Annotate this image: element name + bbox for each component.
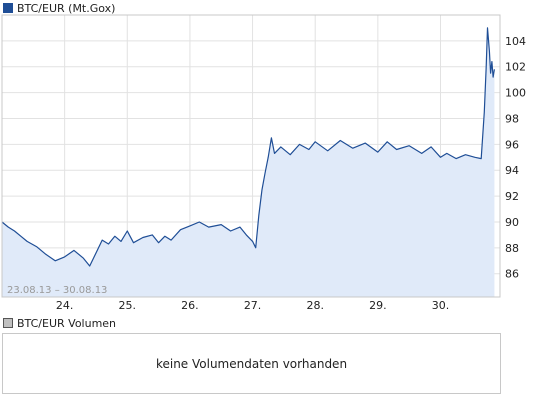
y-axis-ticks: 86 88 90 92 94 96 98 100 102 104 <box>505 35 526 281</box>
y-tick-label: 94 <box>505 164 519 177</box>
y-tick-label: 102 <box>505 61 526 74</box>
y-tick-label: 104 <box>505 35 526 48</box>
price-area <box>2 27 495 298</box>
x-tick-label: 29. <box>369 299 387 312</box>
x-tick-label: 27. <box>244 299 262 312</box>
date-range-annotation: 23.08.13 – 30.08.13 <box>7 285 107 296</box>
price-line <box>1 27 495 267</box>
x-axis-ticks: 24. 25. 26. 27. 28. 29. 30. <box>56 299 449 312</box>
volume-empty-message: keine Volumendaten vorhanden <box>155 356 348 371</box>
x-tick-label: 26. <box>181 299 199 312</box>
x-tick-label: 24. <box>56 299 74 312</box>
y-tick-label: 92 <box>505 190 519 203</box>
y-tick-label: 96 <box>505 138 519 151</box>
volume-legend-label: BTC/EUR Volumen <box>17 316 117 330</box>
price-chart: 24. 25. 26. 27. 28. 29. 30. 86 88 90 92 94 96 98 100 1… <box>1 14 526 312</box>
y-tick-label: 98 <box>505 112 519 125</box>
y-tick-label: 90 <box>505 216 519 229</box>
y-tick-label: 100 <box>505 87 526 100</box>
x-tick-label: 30. <box>432 299 450 312</box>
volume-panel: keine Volumendaten vorhanden <box>2 333 501 394</box>
x-tick-label: 28. <box>306 299 324 312</box>
price-legend-label: BTC/EUR (Mt.Gox) <box>17 1 116 15</box>
volume-legend-swatch <box>3 318 13 328</box>
x-tick-label: 25. <box>119 299 137 312</box>
volume-legend: BTC/EUR Volumen <box>3 316 116 330</box>
price-legend-swatch <box>3 3 13 13</box>
price-legend: BTC/EUR (Mt.Gox) <box>3 1 115 15</box>
plot-frame <box>1 14 501 298</box>
y-tick-label: 86 <box>505 268 519 281</box>
y-tick-label: 88 <box>505 242 519 255</box>
